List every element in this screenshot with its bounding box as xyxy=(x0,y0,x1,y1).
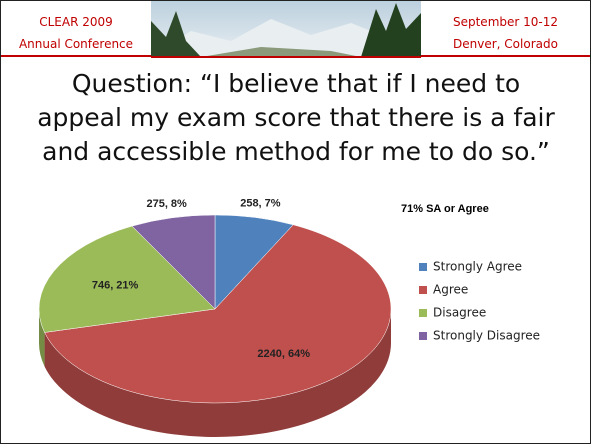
legend-label: Strongly Agree xyxy=(433,260,522,274)
legend-label: Disagree xyxy=(433,306,486,320)
legend-swatch xyxy=(419,263,427,271)
pie: 258, 7% 2240, 64% 746, 21% 275, 8% xyxy=(39,197,391,437)
legend: Strongly Agree Agree Disagree Strongly Disa… xyxy=(419,260,540,343)
chart-title: Question: “I believe that if I need to a… xyxy=(31,67,561,169)
slide: CLEAR 2009 Annual Conference September 1… xyxy=(0,0,591,444)
data-label: 746, 21% xyxy=(92,279,139,291)
legend-swatch xyxy=(419,286,427,294)
legend-label: Strongly Disagree xyxy=(433,329,540,343)
data-label: 275, 8% xyxy=(146,198,187,210)
data-label: 258, 7% xyxy=(240,197,281,209)
legend-swatch xyxy=(419,309,427,317)
legend-swatch xyxy=(419,332,427,340)
legend-label: Agree xyxy=(433,283,468,297)
annotation: 71% SA or Agree xyxy=(401,203,489,215)
header-photo xyxy=(151,1,421,57)
data-label: 2240, 64% xyxy=(257,348,310,360)
